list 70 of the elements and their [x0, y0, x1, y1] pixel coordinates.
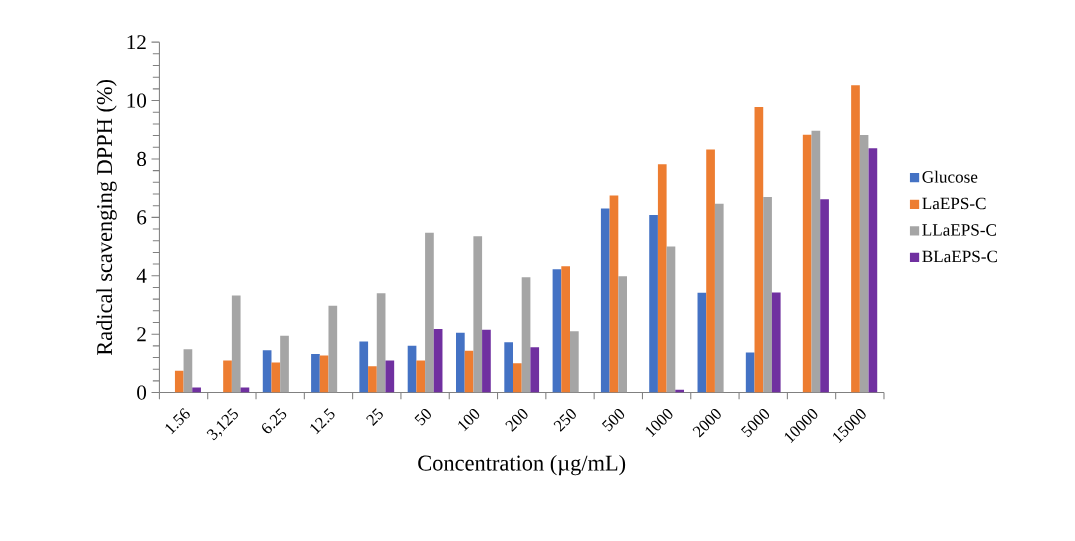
bar [754, 106, 764, 393]
legend-label: Glucose [922, 170, 978, 183]
bar [570, 331, 579, 393]
bar [811, 130, 821, 393]
legend-label: LLaEPS-C [922, 224, 997, 236]
bar [530, 347, 540, 393]
bar [464, 350, 474, 393]
y-tick-label: 4 [136, 268, 147, 283]
bar [271, 362, 281, 393]
bar [697, 292, 707, 393]
y-tick-label: 8 [137, 151, 147, 166]
bar [868, 147, 878, 393]
bar [407, 345, 417, 393]
bar [425, 232, 434, 393]
y-tick-label: 2 [137, 326, 146, 341]
bar [714, 203, 724, 393]
bar [328, 305, 338, 393]
x-tick-label: 6.25 [262, 407, 287, 433]
bar [368, 366, 377, 393]
legend-label: LaEPS-C [922, 197, 986, 210]
bar [473, 236, 483, 393]
y-tick-label: 10 [127, 93, 147, 108]
bar [802, 134, 812, 393]
bar [771, 292, 781, 393]
bar [174, 370, 184, 393]
x-tick-label: 50 [414, 408, 431, 426]
bar [385, 360, 395, 393]
bar [552, 269, 562, 393]
bar [376, 293, 386, 393]
bar [600, 208, 610, 393]
bar [262, 350, 272, 393]
bar [649, 214, 658, 393]
bar [456, 332, 465, 393]
y-tick-label: 6 [137, 210, 147, 225]
y-tick-label: 12 [127, 34, 146, 49]
bar [319, 355, 329, 393]
bar [859, 134, 869, 393]
x-tick-label: 1.56 [165, 407, 190, 434]
y-axis-title: Radical scavenging DPPH (%) [96, 79, 117, 355]
bar [359, 341, 369, 393]
bar [513, 363, 522, 393]
bar [482, 329, 491, 393]
bar [231, 295, 241, 393]
x-tick-label: 12.5 [310, 407, 335, 434]
bar [706, 149, 715, 393]
bar [820, 199, 829, 393]
bar [609, 195, 619, 393]
bar [223, 360, 232, 393]
bar [657, 163, 667, 393]
bar [504, 342, 513, 393]
y-tick-label: 0 [137, 385, 147, 400]
bar [561, 265, 570, 393]
x-tick-label: 25 [366, 407, 383, 426]
bar [666, 246, 676, 393]
x-tick-label: 200 [505, 408, 528, 432]
legend-label: BLaEPS-C [922, 250, 997, 262]
bar [745, 352, 755, 393]
bar [433, 328, 443, 393]
bar [311, 353, 320, 393]
bar [521, 277, 531, 393]
x-tick-label: 100 [458, 408, 480, 432]
x-axis-title: Concentration (µg/mL) [418, 454, 626, 476]
bar [851, 85, 860, 393]
bar [183, 349, 193, 393]
bar [280, 335, 289, 393]
x-tick-label: 250 [553, 408, 576, 432]
x-tick-label: 500 [601, 408, 625, 432]
bar [763, 196, 772, 393]
bar [416, 360, 426, 393]
bar [618, 276, 627, 393]
